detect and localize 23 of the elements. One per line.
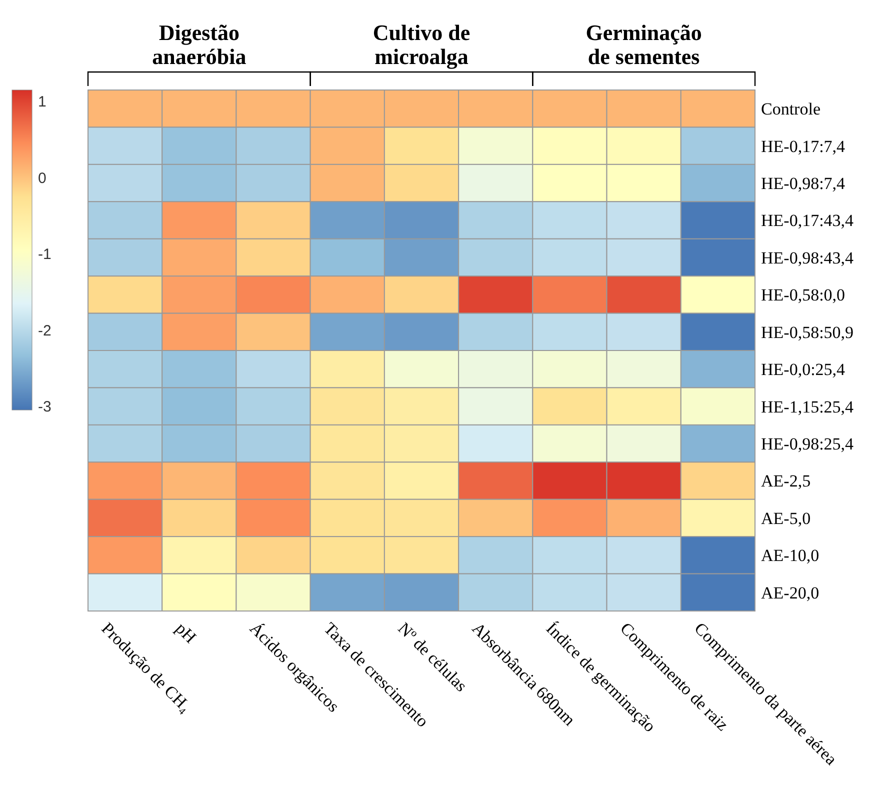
y-tick-label: AE-20,0 bbox=[761, 583, 820, 602]
text: Cultivo de microalga bbox=[372, 20, 470, 69]
color-bar-label: 1 bbox=[38, 94, 46, 111]
color-bar-label: -2 bbox=[38, 322, 52, 340]
y-tick-label: HE-0,58:0,0 bbox=[761, 286, 846, 305]
y-tick-label: HE-0,98:7,4 bbox=[761, 174, 846, 193]
y-tick-label: HE-0,17:43,4 bbox=[761, 211, 854, 230]
text: Digestão anaeróbia bbox=[152, 20, 246, 69]
y-tick-label: AE-2,5 bbox=[761, 472, 811, 491]
x-tick-label: pH bbox=[172, 618, 200, 647]
y-tick-label: AE-10,0 bbox=[761, 546, 820, 566]
y-tick-label: HE-0,98:43,4 bbox=[761, 248, 854, 268]
text: Germinação de sementes bbox=[586, 20, 702, 69]
y-tick-label: HE-0,58:50,9 bbox=[761, 322, 854, 342]
y-tick-label: HE-0,17:7,4 bbox=[761, 136, 846, 156]
y-tick-label: HE-1,15:25,4 bbox=[761, 397, 854, 416]
color-bar-label: 0 bbox=[38, 170, 46, 187]
y-tick-label: HE-0,98:25,4 bbox=[761, 434, 854, 454]
y-tick-label: AE-5,0 bbox=[761, 508, 811, 528]
color-bar-label: -1 bbox=[38, 246, 52, 264]
y-tick-label: Controle bbox=[761, 100, 820, 119]
y-tick-label: HE-0,0:25,4 bbox=[761, 360, 846, 380]
color-bar-label: -3 bbox=[38, 398, 52, 416]
